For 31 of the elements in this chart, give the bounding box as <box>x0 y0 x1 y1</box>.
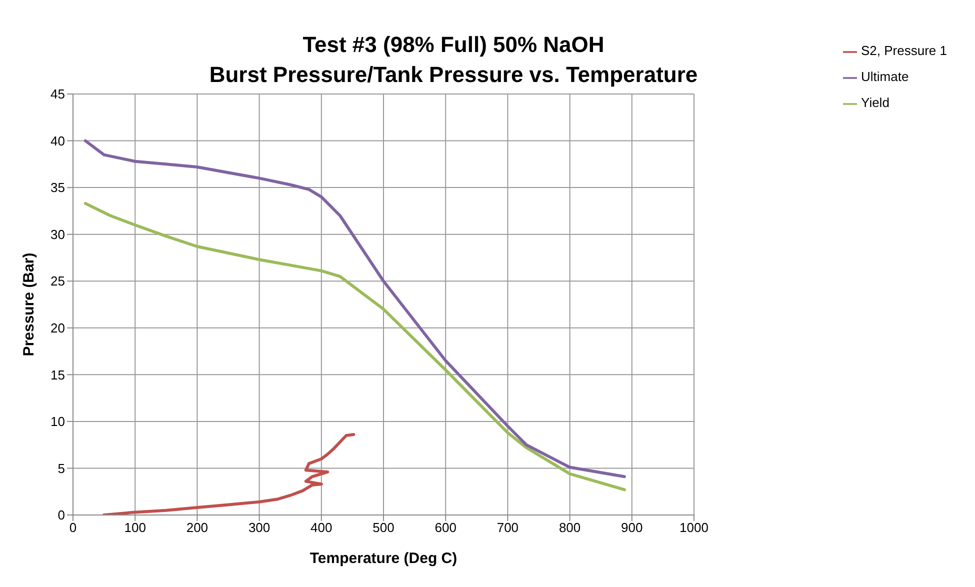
x-tick-label: 700 <box>496 520 519 536</box>
y-tick-label: 10 <box>50 414 65 430</box>
x-tick-label: 200 <box>186 520 208 536</box>
x-tick-label: 500 <box>372 520 394 536</box>
x-axis-title: Temperature (Deg C) <box>310 550 458 567</box>
line-series <box>84 139 626 478</box>
y-tick-label: 30 <box>50 226 65 242</box>
y-axis-title: Pressure (Bar) <box>20 252 38 356</box>
x-tick-label: 1000 <box>680 520 708 536</box>
y-tick-label: 25 <box>50 274 65 289</box>
x-tick-label: 0 <box>69 520 77 536</box>
chart-title: Test #3 (98% Full) 50% NaOH <box>302 31 606 59</box>
legend-label: Yield <box>861 95 890 110</box>
y-tick-label: 20 <box>50 320 65 336</box>
legend-label: S2, Pressure 1 <box>861 43 947 58</box>
chart-subtitle: Burst Pressure/Tank Pressure vs. Temperature <box>208 61 699 89</box>
y-tick-label: 15 <box>50 367 65 382</box>
y-tick-label: 40 <box>50 133 65 148</box>
x-tick-label: 100 <box>124 520 146 536</box>
y-tick-label: 45 <box>50 86 65 102</box>
line-series <box>102 433 356 515</box>
y-tick-label: 35 <box>50 180 65 196</box>
x-tick-label: 600 <box>434 520 456 536</box>
x-tick-label: 900 <box>621 520 643 536</box>
x-tick-label: 800 <box>558 520 581 536</box>
y-tick-label: 0 <box>58 508 65 523</box>
y-tick-label: 5 <box>58 460 65 476</box>
legend-label: Ultimate <box>861 69 909 84</box>
x-tick-label: 300 <box>248 520 270 536</box>
line-series <box>84 202 626 492</box>
x-tick-label: 400 <box>310 520 332 536</box>
